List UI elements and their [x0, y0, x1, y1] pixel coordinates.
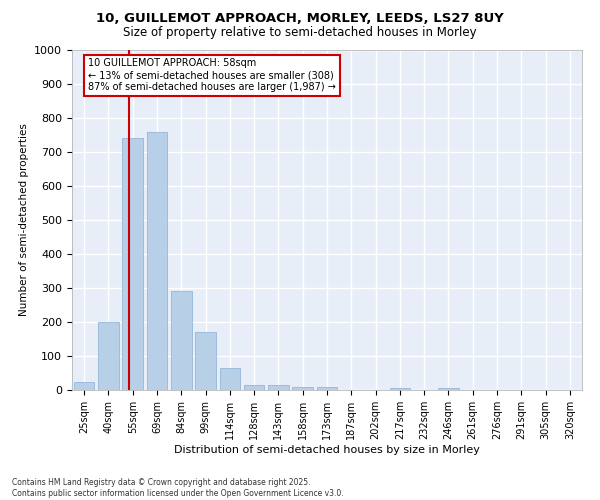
Y-axis label: Number of semi-detached properties: Number of semi-detached properties [19, 124, 29, 316]
Text: Size of property relative to semi-detached houses in Morley: Size of property relative to semi-detach… [123, 26, 477, 39]
Bar [146, 132, 167, 390]
Bar [220, 368, 240, 390]
Bar [317, 386, 337, 390]
Text: 10, GUILLEMOT APPROACH, MORLEY, LEEDS, LS27 8UY: 10, GUILLEMOT APPROACH, MORLEY, LEEDS, L… [96, 12, 504, 26]
Bar [171, 292, 191, 390]
Bar [292, 388, 313, 390]
X-axis label: Distribution of semi-detached houses by size in Morley: Distribution of semi-detached houses by … [174, 444, 480, 454]
Bar [244, 385, 265, 390]
Text: 10 GUILLEMOT APPROACH: 58sqm
← 13% of semi-detached houses are smaller (308)
87%: 10 GUILLEMOT APPROACH: 58sqm ← 13% of se… [88, 58, 335, 92]
Bar [268, 385, 289, 390]
Text: Contains HM Land Registry data © Crown copyright and database right 2025.
Contai: Contains HM Land Registry data © Crown c… [12, 478, 344, 498]
Bar [438, 388, 459, 390]
Bar [98, 322, 119, 390]
Bar [389, 388, 410, 390]
Bar [195, 332, 216, 390]
Bar [122, 138, 143, 390]
Bar [74, 382, 94, 390]
